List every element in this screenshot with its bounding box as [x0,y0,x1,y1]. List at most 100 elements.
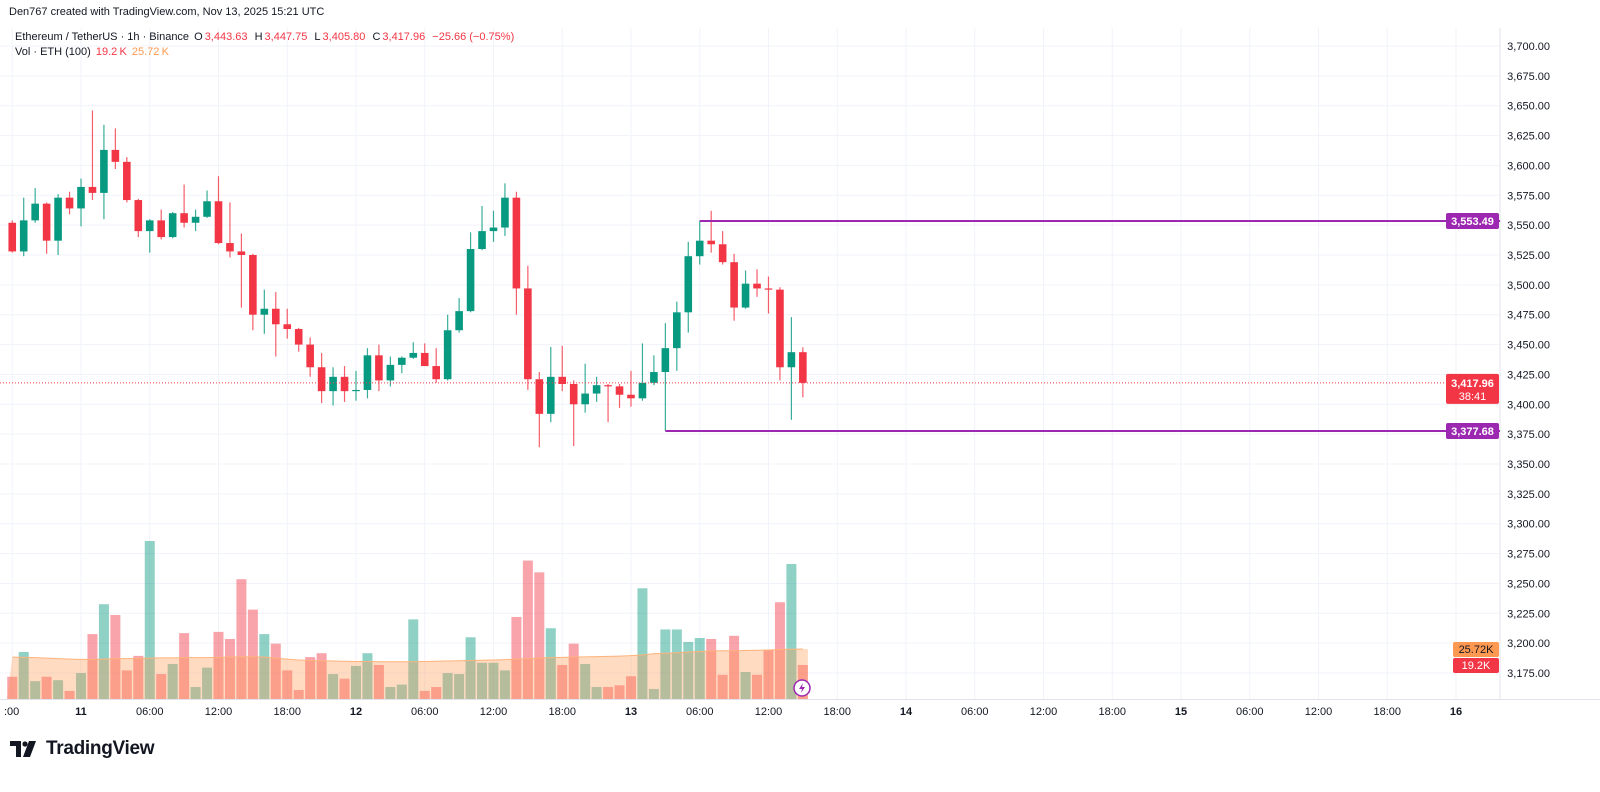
volume-ma-line [12,648,803,663]
volume-bar [98,604,109,699]
volume-legend: Vol · ETH (100) 19.2 K 25.72 K [15,45,516,60]
time-tick-label: 06:00 [1236,706,1264,718]
time-tick-label: 12:00 [480,706,508,718]
candle [260,289,269,334]
price-tick-label: 3,475.00 [1507,310,1550,322]
candle-body [100,149,108,193]
candle [31,188,39,223]
time-tick-label: 12:00 [1030,706,1058,718]
candle-body [145,220,154,232]
volume-bar [442,673,453,699]
candle [42,202,51,254]
candle [145,219,154,253]
volume-bar [774,602,785,699]
candle [592,376,601,402]
volume-bar [328,674,339,699]
lightning-icon[interactable] [793,679,811,697]
price-tick-label: 3,275.00 [1507,549,1550,561]
volume-bar [121,670,132,699]
candle [214,176,223,245]
volume-bar [385,687,396,699]
candle-body [271,308,280,325]
candle [638,343,647,401]
time-tick-label: 14 [900,706,913,718]
candle-body [111,149,120,162]
time-axis[interactable]: :00 11 06:00 12:00 18:00 12 06:00 12:00 18:00 13 0… [4,706,1462,718]
volume-bar [763,650,774,699]
candle [776,287,784,381]
volume-bar [660,629,671,699]
candle [455,297,463,333]
candle [100,124,108,220]
candle [203,190,211,218]
symbol-title[interactable]: Ethereum / TetherUS · 1h · Binance [15,31,190,43]
candle-body [661,348,670,373]
candle-body [134,200,143,232]
tradingview-logo[interactable]: TradingView [10,738,155,760]
candle [191,209,200,232]
candle [398,356,406,374]
high-value: 3,447.75 [264,31,308,43]
candle [409,342,418,359]
time-tick-label: 18:00 [273,706,301,718]
candle [157,209,166,240]
candle-body [432,366,440,380]
candle [111,128,120,170]
volume-bar [87,634,98,699]
candle-body [512,197,521,289]
candle-body [478,231,486,250]
price-tick-label: 3,575.00 [1507,190,1550,202]
price-tick-label: 3,525.00 [1507,250,1550,262]
candle [650,355,658,386]
candle-body [340,376,349,392]
time-tick-label: 18:00 [1373,706,1401,718]
price-tick-label: 3,600.00 [1507,160,1550,172]
volume-badge [1453,657,1499,673]
price-tick-label: 3,300.00 [1507,519,1550,531]
horizontal-levels[interactable] [0,219,1500,432]
price-tick-label: 3,200.00 [1507,638,1550,650]
volume-bar [454,674,465,699]
candle-body [501,197,509,228]
candle [375,344,383,392]
candle-body [329,376,337,392]
volume-bar [18,651,29,699]
volume-bar [786,564,797,699]
volume-bar [465,637,476,699]
volume-bar [339,678,350,699]
volume-title[interactable]: Vol · ETH (100) [15,46,91,58]
volume-bar [202,667,213,699]
candle [478,206,486,251]
level-price-label: 3,553.49 [1451,216,1494,228]
time-tick-label: 13 [625,706,637,718]
volume-bar [133,655,144,699]
candle [249,253,257,331]
candle [420,343,429,367]
candle-body [718,244,727,263]
volume-bar [580,663,591,699]
candle-body [799,352,807,383]
time-tick-label: 12:00 [205,706,233,718]
candle-body [8,222,17,252]
price-axis[interactable]: 3,700.00 3,675.00 3,650.00 3,625.00 3,600.00… [1507,41,1550,680]
brand-name: TradingView [46,738,155,759]
price-tick-label: 3,225.00 [1507,608,1550,620]
candle [581,363,589,413]
candle-body [54,197,62,241]
candle [340,366,349,402]
candle-body [466,249,475,312]
candle-body [684,256,693,313]
candle-body [592,385,601,394]
candle [88,110,97,201]
candle-body [741,283,750,308]
candle [799,347,807,398]
time-tick-label: 18:00 [823,706,851,718]
low-label: L [314,31,321,43]
time-tick-label: 12 [350,706,362,718]
price-tick-label: 3,625.00 [1507,131,1550,143]
candle [764,276,773,314]
price-tick-label: 3,350.00 [1507,459,1550,471]
volume-bar [167,663,178,699]
